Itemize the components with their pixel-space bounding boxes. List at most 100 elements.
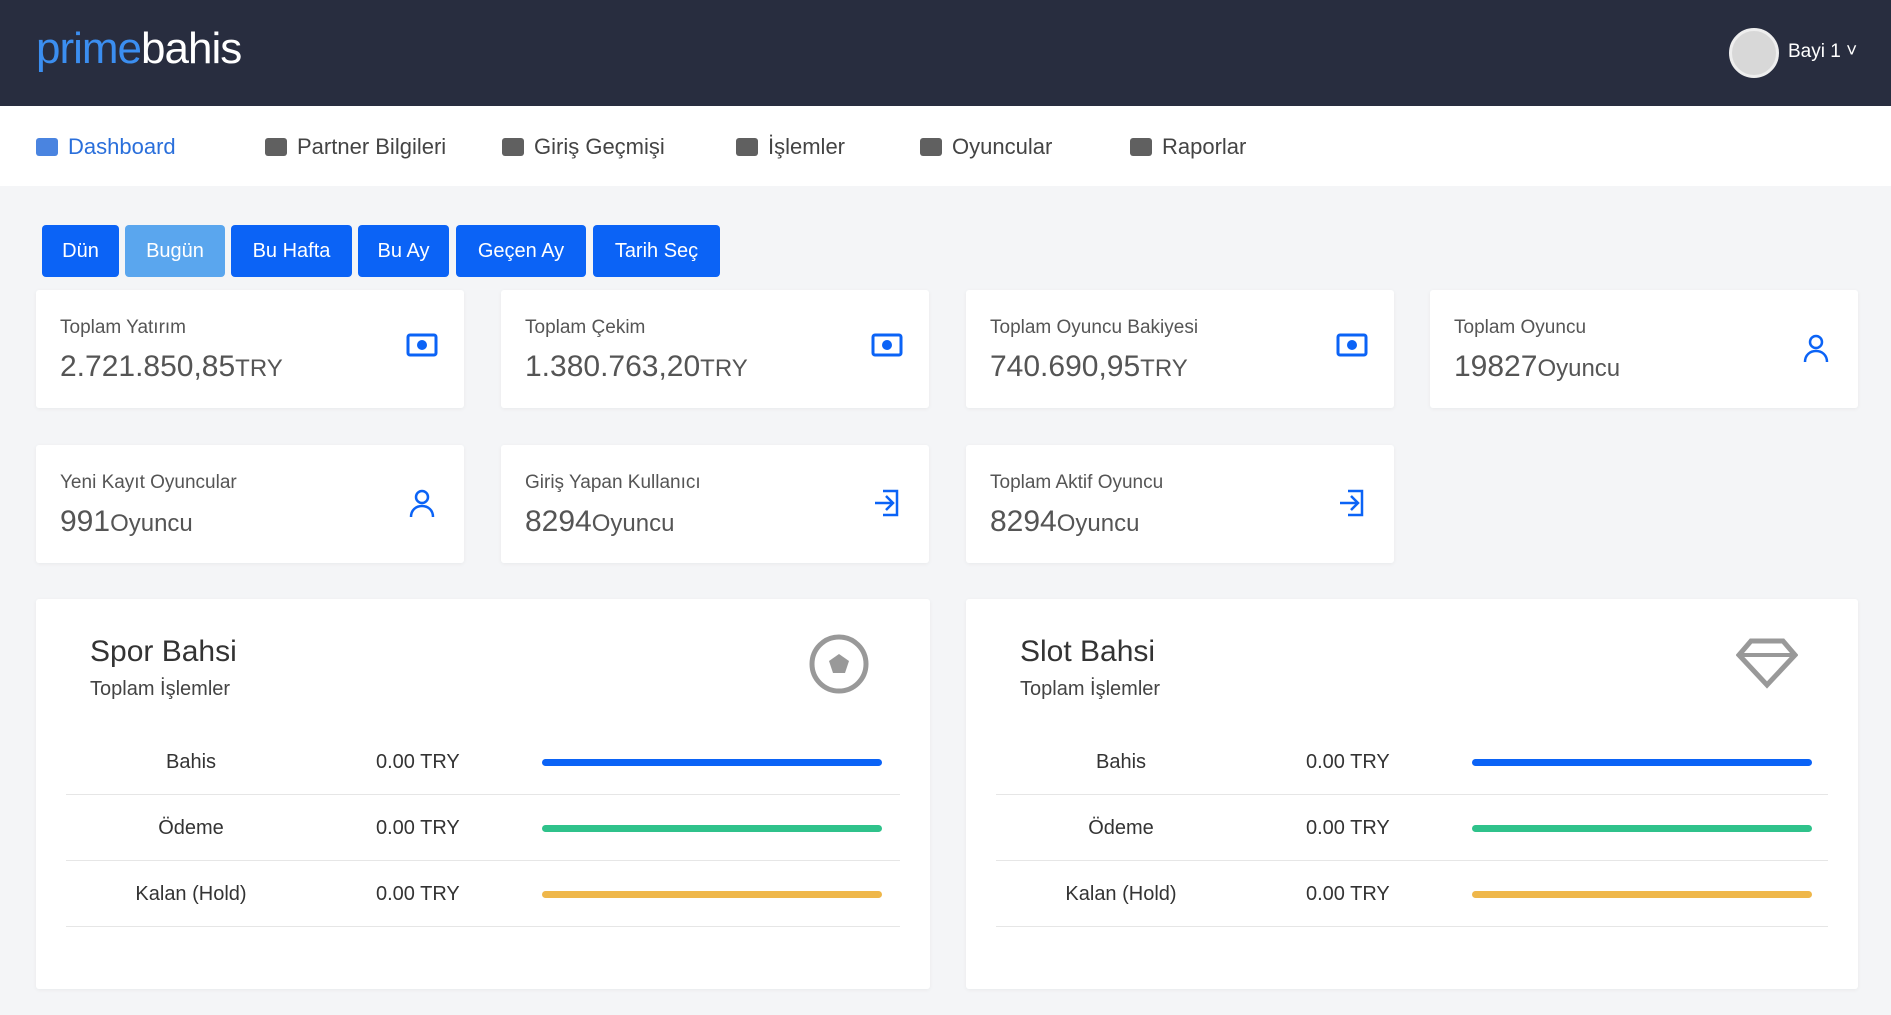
nav-icon [265, 138, 287, 156]
icon [1736, 638, 1798, 689]
nav-label: Dashboard [68, 134, 176, 159]
row-value: 0.00 TRY [376, 817, 460, 839]
progress-bar [1472, 759, 1812, 766]
filter-button[interactable]: Bu Hafta [231, 225, 352, 277]
stat-value: 991Oyuncu [60, 505, 193, 539]
progress-bar [1472, 825, 1812, 832]
filter-button[interactable]: Bu Ay [358, 225, 449, 277]
user-name: Bayi 1 [1788, 41, 1841, 62]
stat-card: Toplam Yatırım 2.721.850,85TRY [36, 290, 464, 408]
stat-number: 19827 [1454, 350, 1538, 383]
stat-label: Toplam Aktif Oyuncu [990, 472, 1164, 493]
panel-subtitle: Toplam İşlemler [1020, 678, 1161, 700]
header: primebahis Bayi 1 ˅ [0, 0, 1891, 106]
nav-icon [36, 138, 58, 156]
stat-label: Yeni Kayıt Oyuncular [60, 472, 237, 493]
logo-bahis: bahis [141, 24, 242, 73]
progress-bar [542, 825, 882, 832]
panel-row: Bahis 0.00 TRY [996, 729, 1828, 795]
filter-button[interactable]: Dün [42, 225, 119, 277]
nav-item[interactable]: Dashboard [36, 134, 176, 160]
nav-icon [1130, 138, 1152, 156]
stat-value: 2.721.850,85TRY [60, 350, 283, 384]
stat-card: Toplam Oyuncu 19827Oyuncu [1430, 290, 1858, 408]
stat-card: Yeni Kayıt Oyuncular 991Oyuncu [36, 445, 464, 563]
stat-value: 1.380.763,20TRY [525, 350, 748, 384]
logo[interactable]: primebahis [36, 24, 242, 74]
nav-item[interactable]: Giriş Geçmişi [502, 134, 665, 160]
stat-label: Toplam Oyuncu Bakiyesi [990, 317, 1199, 338]
nav-label: Oyuncular [952, 134, 1053, 159]
icon [1803, 334, 1829, 363]
icon [406, 333, 438, 357]
progress-bar [542, 759, 882, 766]
stat-card: Toplam Aktif Oyuncu 8294Oyuncu [966, 445, 1394, 563]
stat-value: 8294Oyuncu [525, 505, 674, 539]
stat-number: 740.690,95 [990, 350, 1141, 383]
stat-number: 8294 [525, 505, 592, 538]
nav-label: Partner Bilgileri [297, 134, 447, 159]
stat-number: 8294 [990, 505, 1057, 538]
row-label: Bahis [165, 751, 217, 773]
panel-row: Bahis 0.00 TRY [66, 729, 900, 795]
icon [809, 634, 869, 694]
navbar: Dashboard Partner Bilgileri Giriş Geçmişi İ… [0, 106, 1891, 186]
stat-card: Toplam Çekim 1.380.763,20TRY [501, 290, 929, 408]
panel: Spor Bahsi Toplam İşlemler Bahis 0.00 TRY Öd… [36, 599, 930, 989]
user-menu[interactable]: Bayi 1 ˅ [1788, 41, 1858, 62]
row-label: Kalan (Hold) [1065, 883, 1177, 905]
nav-item[interactable]: İşlemler [736, 134, 845, 160]
icon [871, 333, 903, 357]
stat-unit: Oyuncu [110, 510, 193, 537]
stat-unit: Oyuncu [1537, 355, 1621, 382]
filter-button[interactable]: Geçen Ay [456, 225, 586, 277]
row-value: 0.00 TRY [1306, 883, 1390, 905]
nav-item[interactable]: Partner Bilgileri [265, 134, 446, 160]
filter-button[interactable]: Tarih Seç [593, 225, 720, 277]
row-label: Ödeme [158, 817, 224, 839]
row-value: 0.00 TRY [1306, 751, 1390, 773]
row-value: 0.00 TRY [376, 883, 460, 905]
row-label: Bahis [1095, 751, 1147, 773]
nav-icon [920, 138, 942, 156]
stat-number: 2.721.850,85 [60, 350, 236, 383]
nav-item[interactable]: Oyuncular [920, 134, 1052, 160]
panel-subtitle: Toplam İşlemler [90, 678, 231, 700]
stat-unit: TRY [1140, 355, 1188, 382]
stat-label: Giriş Yapan Kullanıcı [525, 472, 701, 493]
panel-row: Ödeme 0.00 TRY [996, 795, 1828, 861]
nav-label: Raporlar [1162, 134, 1247, 159]
icon [875, 489, 899, 517]
row-label: Kalan (Hold) [135, 883, 247, 905]
icon [409, 489, 435, 518]
panel: Slot Bahsi Toplam İşlemler Bahis 0.00 TRY Öd… [966, 599, 1858, 989]
nav-label: Giriş Geçmişi [534, 134, 665, 159]
nav-item[interactable]: Raporlar [1130, 134, 1246, 160]
nav-icon [736, 138, 758, 156]
stat-label: Toplam Yatırım [60, 317, 187, 338]
row-value: 0.00 TRY [376, 751, 460, 773]
panel-row: Ödeme 0.00 TRY [66, 795, 900, 861]
avatar[interactable] [1729, 28, 1779, 78]
filter-button[interactable]: Bugün [125, 225, 225, 277]
icon [1340, 489, 1364, 517]
nav-label: İşlemler [768, 134, 846, 159]
row-value: 0.00 TRY [1306, 817, 1390, 839]
stat-value: 8294Oyuncu [990, 505, 1139, 539]
icon [1336, 333, 1368, 357]
panel-row: Kalan (Hold) 0.00 TRY [66, 861, 900, 927]
stat-unit: TRY [700, 355, 748, 382]
stat-label: Toplam Oyuncu [1454, 317, 1587, 338]
row-label: Ödeme [1088, 817, 1154, 839]
panel-title: Slot Bahsi [1020, 635, 1156, 668]
stat-card: Toplam Oyuncu Bakiyesi 740.690,95TRY [966, 290, 1394, 408]
nav-icon [502, 138, 524, 156]
stat-value: 740.690,95TRY [990, 350, 1188, 384]
progress-bar [1472, 891, 1812, 898]
panel-row: Kalan (Hold) 0.00 TRY [996, 861, 1828, 927]
logo-prime: prime [36, 24, 142, 73]
stat-value: 19827Oyuncu [1454, 350, 1620, 384]
stat-number: 1.380.763,20 [525, 350, 701, 383]
stat-unit: TRY [235, 355, 283, 382]
